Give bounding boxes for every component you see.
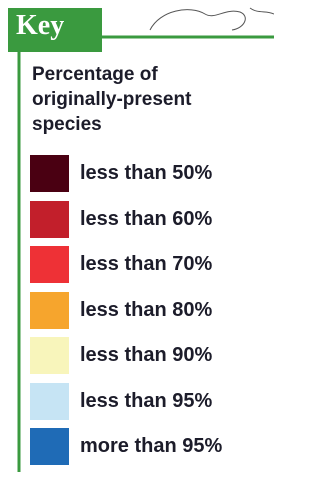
map-outline <box>250 8 274 14</box>
color-swatch <box>30 155 69 192</box>
legend-label: more than 95% <box>80 428 222 465</box>
map-outline <box>150 10 245 30</box>
legend-label: less than 95% <box>80 383 212 420</box>
heading-line: Percentage of <box>32 62 191 87</box>
color-swatch <box>30 201 69 238</box>
legend-label: less than 70% <box>80 246 212 283</box>
legend-label: less than 50% <box>80 155 212 192</box>
color-swatch <box>30 383 69 420</box>
legend-label: less than 60% <box>80 201 212 238</box>
color-swatch <box>30 337 69 374</box>
legend-label: less than 80% <box>80 292 212 329</box>
color-swatch <box>30 292 69 329</box>
heading-line: species <box>32 112 191 137</box>
color-swatch <box>30 428 69 465</box>
color-swatch <box>30 246 69 283</box>
heading-line: originally-present <box>32 87 191 112</box>
legend-label: less than 90% <box>80 337 212 374</box>
key-title: Key <box>16 8 64 44</box>
